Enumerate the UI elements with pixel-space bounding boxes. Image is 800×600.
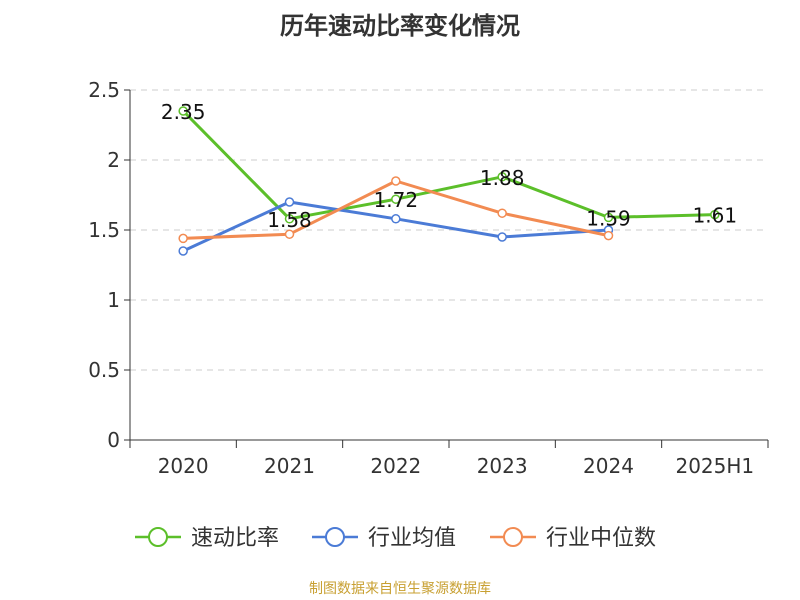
- data-point: [284, 229, 295, 239]
- data-label: 1.59: [586, 206, 631, 230]
- source-note: 制图数据来自恒生聚源数据库: [309, 581, 491, 597]
- data-label: 1.58: [267, 208, 312, 232]
- legend-label: 速动比率: [191, 526, 279, 551]
- x-tick-label: 2024: [583, 454, 634, 478]
- data-point: [284, 214, 295, 224]
- legend-item[interactable]: 行业中位数: [490, 526, 656, 551]
- series-layer: [178, 106, 720, 256]
- legend-marker-icon: [148, 527, 168, 547]
- legend: 速动比率 行业均值 行业中位数: [135, 526, 656, 551]
- data-point: [497, 172, 507, 182]
- data-label: 1.88: [480, 166, 525, 190]
- legend-item[interactable]: 速动比率: [135, 526, 279, 551]
- x-tick-label: 2022: [370, 454, 421, 478]
- y-tick-label: 0: [107, 428, 120, 452]
- data-point: [497, 208, 507, 218]
- data-point: [178, 106, 188, 116]
- grid-layer: [130, 89, 768, 371]
- data-point: [497, 232, 507, 242]
- data-point: [710, 209, 720, 220]
- legend-item[interactable]: 行业均值: [312, 526, 456, 551]
- x-tick-label: 2020: [158, 454, 209, 478]
- data-point: [603, 230, 614, 241]
- legend-marker-icon: [503, 527, 523, 547]
- y-tick-label: 0.5: [88, 358, 120, 382]
- y-tick-label: 1.5: [88, 218, 120, 242]
- data-point: [391, 214, 401, 224]
- x-tick-label: 2025H1: [675, 454, 754, 478]
- data-label-layer: 2.35 1.58 1.72 1.88 1.59 1.61: [161, 100, 737, 232]
- legend-marker-icon: [325, 527, 345, 547]
- data-point: [284, 197, 295, 207]
- chart-title: 历年速动比率变化情况: [280, 12, 520, 40]
- series-line-0: [182, 109, 715, 221]
- data-label: 1.61: [693, 204, 738, 228]
- x-tick-label: 2023: [477, 454, 528, 478]
- data-label: 2.35: [161, 100, 206, 124]
- data-point: [603, 212, 614, 223]
- data-point: [178, 246, 188, 256]
- data-point: [178, 233, 188, 244]
- legend-label: 行业均值: [368, 526, 456, 551]
- y-tick-label: 2.5: [88, 78, 120, 102]
- data-point: [391, 194, 401, 204]
- data-label: 1.72: [374, 188, 419, 212]
- x-tick-label: 2021: [264, 454, 315, 478]
- legend-label: 行业中位数: [546, 526, 656, 551]
- axis-layer: 0 0.5 1 1.5 2 2.5 2020 2021 2022 2023 2024 2025H1: [88, 78, 769, 478]
- y-tick-label: 1: [107, 288, 120, 312]
- y-tick-label: 2: [107, 148, 120, 172]
- data-point: [391, 176, 401, 186]
